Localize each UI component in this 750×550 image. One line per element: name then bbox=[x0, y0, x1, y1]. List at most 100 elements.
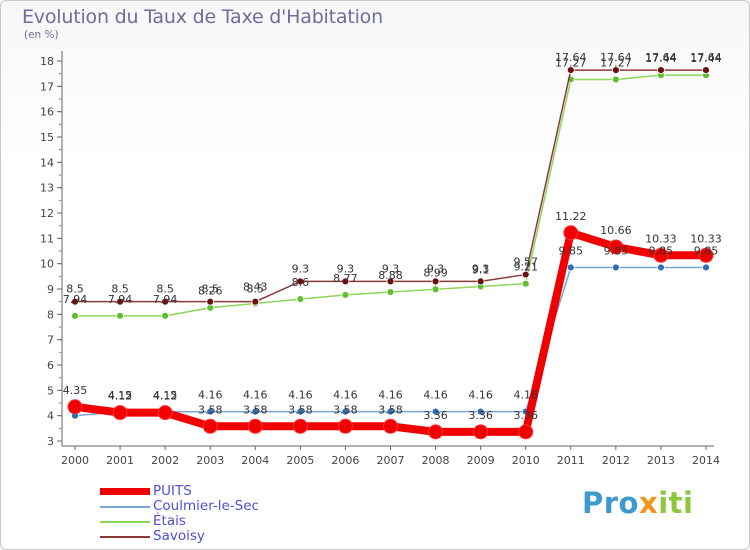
data-point bbox=[657, 263, 665, 272]
x-tick-label: 2001 bbox=[106, 454, 134, 467]
data-label: 9.3 bbox=[427, 262, 445, 275]
data-point bbox=[698, 247, 714, 263]
data-label: 4.35 bbox=[63, 384, 88, 397]
legend-item: Coulmier-le-Sec bbox=[100, 499, 259, 514]
data-label: 4.16 bbox=[378, 389, 403, 402]
x-tick-label: 2010 bbox=[512, 454, 540, 467]
data-label: 4.15 bbox=[153, 389, 178, 402]
y-tick-label: 12 bbox=[40, 207, 54, 220]
data-label: 9.3 bbox=[382, 262, 400, 275]
y-tick-label: 18 bbox=[40, 55, 54, 68]
chart-unit-label: (en %) bbox=[24, 29, 59, 41]
data-point bbox=[657, 66, 665, 75]
data-label: 4.16 bbox=[513, 389, 538, 402]
legend-swatch bbox=[100, 535, 150, 538]
data-point bbox=[476, 277, 485, 286]
data-point bbox=[653, 247, 669, 263]
legend-label: PUITS bbox=[153, 483, 192, 499]
data-label: 17.44 bbox=[645, 52, 677, 65]
y-tick-label: 6 bbox=[47, 359, 54, 372]
y-tick-label: 13 bbox=[40, 182, 54, 195]
data-label: 3.36 bbox=[468, 409, 493, 422]
y-tick-label: 10 bbox=[40, 258, 54, 271]
data-point bbox=[71, 297, 79, 306]
data-label: 17.44 bbox=[690, 52, 722, 65]
data-label: 9.21 bbox=[513, 261, 538, 274]
data-point bbox=[157, 405, 173, 421]
data-point bbox=[611, 75, 620, 84]
data-point bbox=[116, 311, 124, 320]
data-label: 17.64 bbox=[690, 51, 722, 64]
x-tick-label: 2011 bbox=[557, 454, 585, 467]
data-point bbox=[608, 239, 624, 255]
data-label: 8.5 bbox=[156, 283, 174, 296]
x-tick-label: 2014 bbox=[692, 454, 720, 467]
data-label: 3.36 bbox=[513, 409, 538, 422]
data-point bbox=[112, 405, 128, 421]
data-label: 9.1 bbox=[472, 263, 490, 276]
data-label: 3.58 bbox=[198, 403, 223, 416]
data-point bbox=[521, 270, 530, 279]
data-label: 4.16 bbox=[198, 389, 223, 402]
data-label: 4.12 bbox=[153, 390, 178, 403]
data-label: 3.58 bbox=[243, 403, 268, 416]
data-point bbox=[563, 225, 579, 241]
data-label: 8.26 bbox=[198, 285, 223, 298]
data-label: 9.85 bbox=[694, 244, 719, 257]
y-tick-label: 5 bbox=[47, 384, 54, 397]
data-point bbox=[702, 263, 710, 272]
data-point bbox=[702, 66, 710, 75]
proxiti-logo: Proxiti bbox=[582, 486, 694, 520]
data-label: 8.77 bbox=[333, 272, 358, 285]
data-point bbox=[202, 418, 218, 434]
data-point bbox=[518, 424, 534, 440]
data-point bbox=[473, 424, 489, 440]
chart-data-labels: 4.35 4.12 4.12 3.58 3.58 3.58 3.58 3.58 3.36 3.36… bbox=[63, 51, 722, 422]
data-point bbox=[521, 279, 530, 288]
data-label: 7.94 bbox=[153, 293, 178, 306]
chart-series bbox=[67, 66, 714, 440]
y-tick-label: 4 bbox=[47, 410, 54, 423]
data-point bbox=[386, 407, 395, 416]
data-point bbox=[431, 285, 440, 294]
data-label: 17.27 bbox=[600, 56, 632, 69]
data-point bbox=[67, 399, 83, 415]
data-label: 17.64 bbox=[645, 51, 677, 64]
data-label: 4.16 bbox=[288, 389, 313, 402]
x-tick-label: 2002 bbox=[151, 454, 179, 467]
data-label: 8.5 bbox=[201, 283, 219, 296]
y-tick-label: 16 bbox=[40, 106, 54, 119]
data-point bbox=[337, 418, 353, 434]
legend-label: Savoisy bbox=[153, 528, 205, 544]
x-tick-label: 2005 bbox=[286, 454, 314, 467]
data-label: 10.33 bbox=[645, 232, 677, 245]
x-tick-label: 2012 bbox=[602, 454, 630, 467]
data-label: 17.64 bbox=[555, 51, 587, 64]
data-point bbox=[566, 66, 575, 75]
legend-swatch bbox=[100, 488, 150, 495]
data-label: 4.16 bbox=[243, 389, 268, 402]
data-label: 8.5 bbox=[247, 283, 265, 296]
data-point bbox=[296, 295, 305, 304]
data-label: 8.88 bbox=[378, 269, 403, 282]
data-point bbox=[341, 290, 350, 299]
data-label: 9.3 bbox=[472, 262, 490, 275]
data-point bbox=[386, 288, 395, 296]
data-label: 10.66 bbox=[600, 224, 632, 237]
data-label: 4.16 bbox=[423, 389, 448, 402]
legend-item: PUITS bbox=[100, 484, 259, 499]
data-point bbox=[386, 277, 395, 286]
data-label: 7.94 bbox=[108, 293, 133, 306]
legend-swatch bbox=[100, 505, 150, 508]
data-label: 9.57 bbox=[513, 256, 538, 269]
data-point bbox=[296, 277, 305, 286]
y-tick-label: 3 bbox=[47, 435, 54, 448]
y-tick-label: 15 bbox=[40, 131, 54, 144]
data-label: 3.36 bbox=[423, 409, 448, 422]
data-label: 3.58 bbox=[333, 403, 358, 416]
legend-item: Étais bbox=[100, 514, 259, 529]
data-point bbox=[341, 407, 350, 416]
legend-label: Étais bbox=[153, 513, 186, 529]
data-label: 4.16 bbox=[468, 389, 493, 402]
y-tick-label: 8 bbox=[47, 308, 54, 321]
